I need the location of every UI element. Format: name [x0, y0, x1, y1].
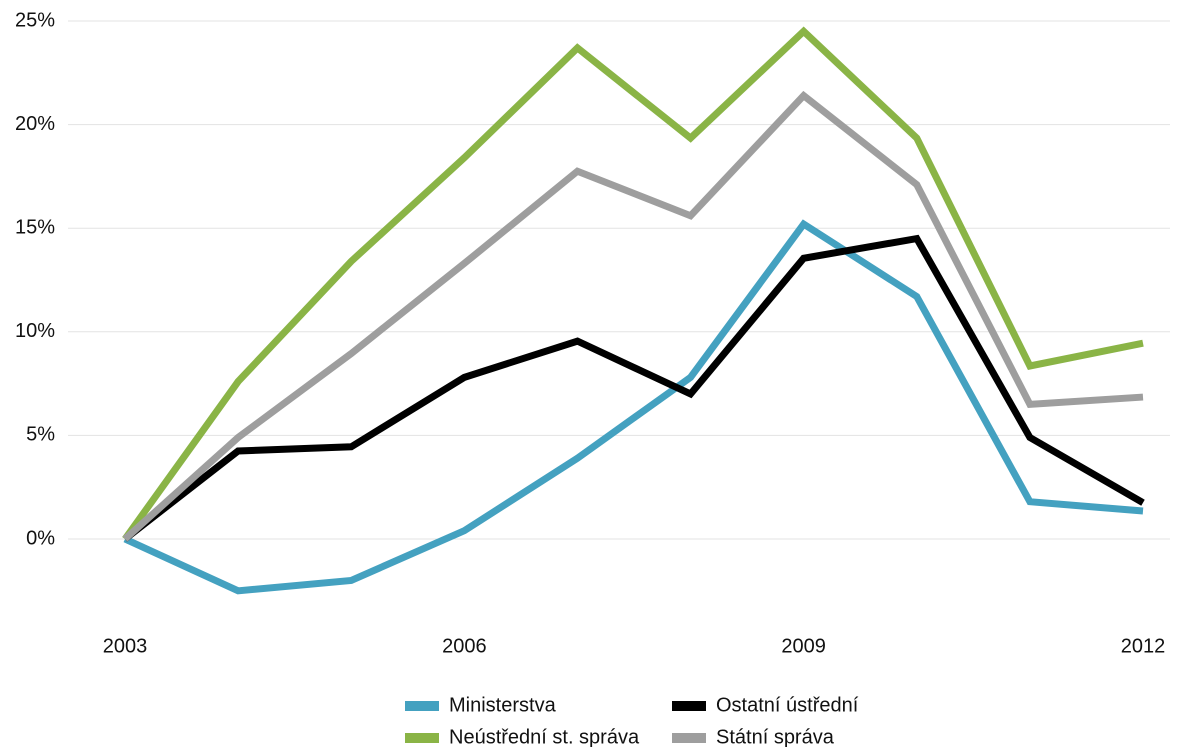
y-tick-label: 20%: [15, 113, 55, 135]
line: [122, 234, 1145, 542]
line: [123, 219, 1144, 595]
x-tick-label: 2012: [1121, 635, 1166, 657]
legend-label: Státní správa: [716, 726, 835, 747]
legend-swatch: [672, 701, 706, 711]
x-tick-label: 2009: [781, 635, 826, 657]
legend-label: Ministerstva: [449, 694, 557, 716]
line: [122, 26, 1144, 542]
y-tick-label: 15%: [15, 216, 55, 238]
x-tick-label: 2003: [103, 635, 148, 657]
legend-swatch: [405, 733, 439, 743]
y-tick-label: 10%: [15, 320, 55, 342]
y-tick-label: 5%: [26, 424, 55, 446]
legend-label: Ostatní ústřední: [716, 694, 859, 716]
line: [122, 90, 1144, 542]
x-tick-label: 2006: [442, 635, 487, 657]
y-tick-label: 0%: [26, 527, 55, 549]
legend-swatch: [405, 701, 439, 711]
legend-swatch: [672, 733, 706, 743]
y-tick-label: 25%: [15, 9, 55, 31]
legend-label: Neústřední st. správa: [449, 726, 640, 747]
